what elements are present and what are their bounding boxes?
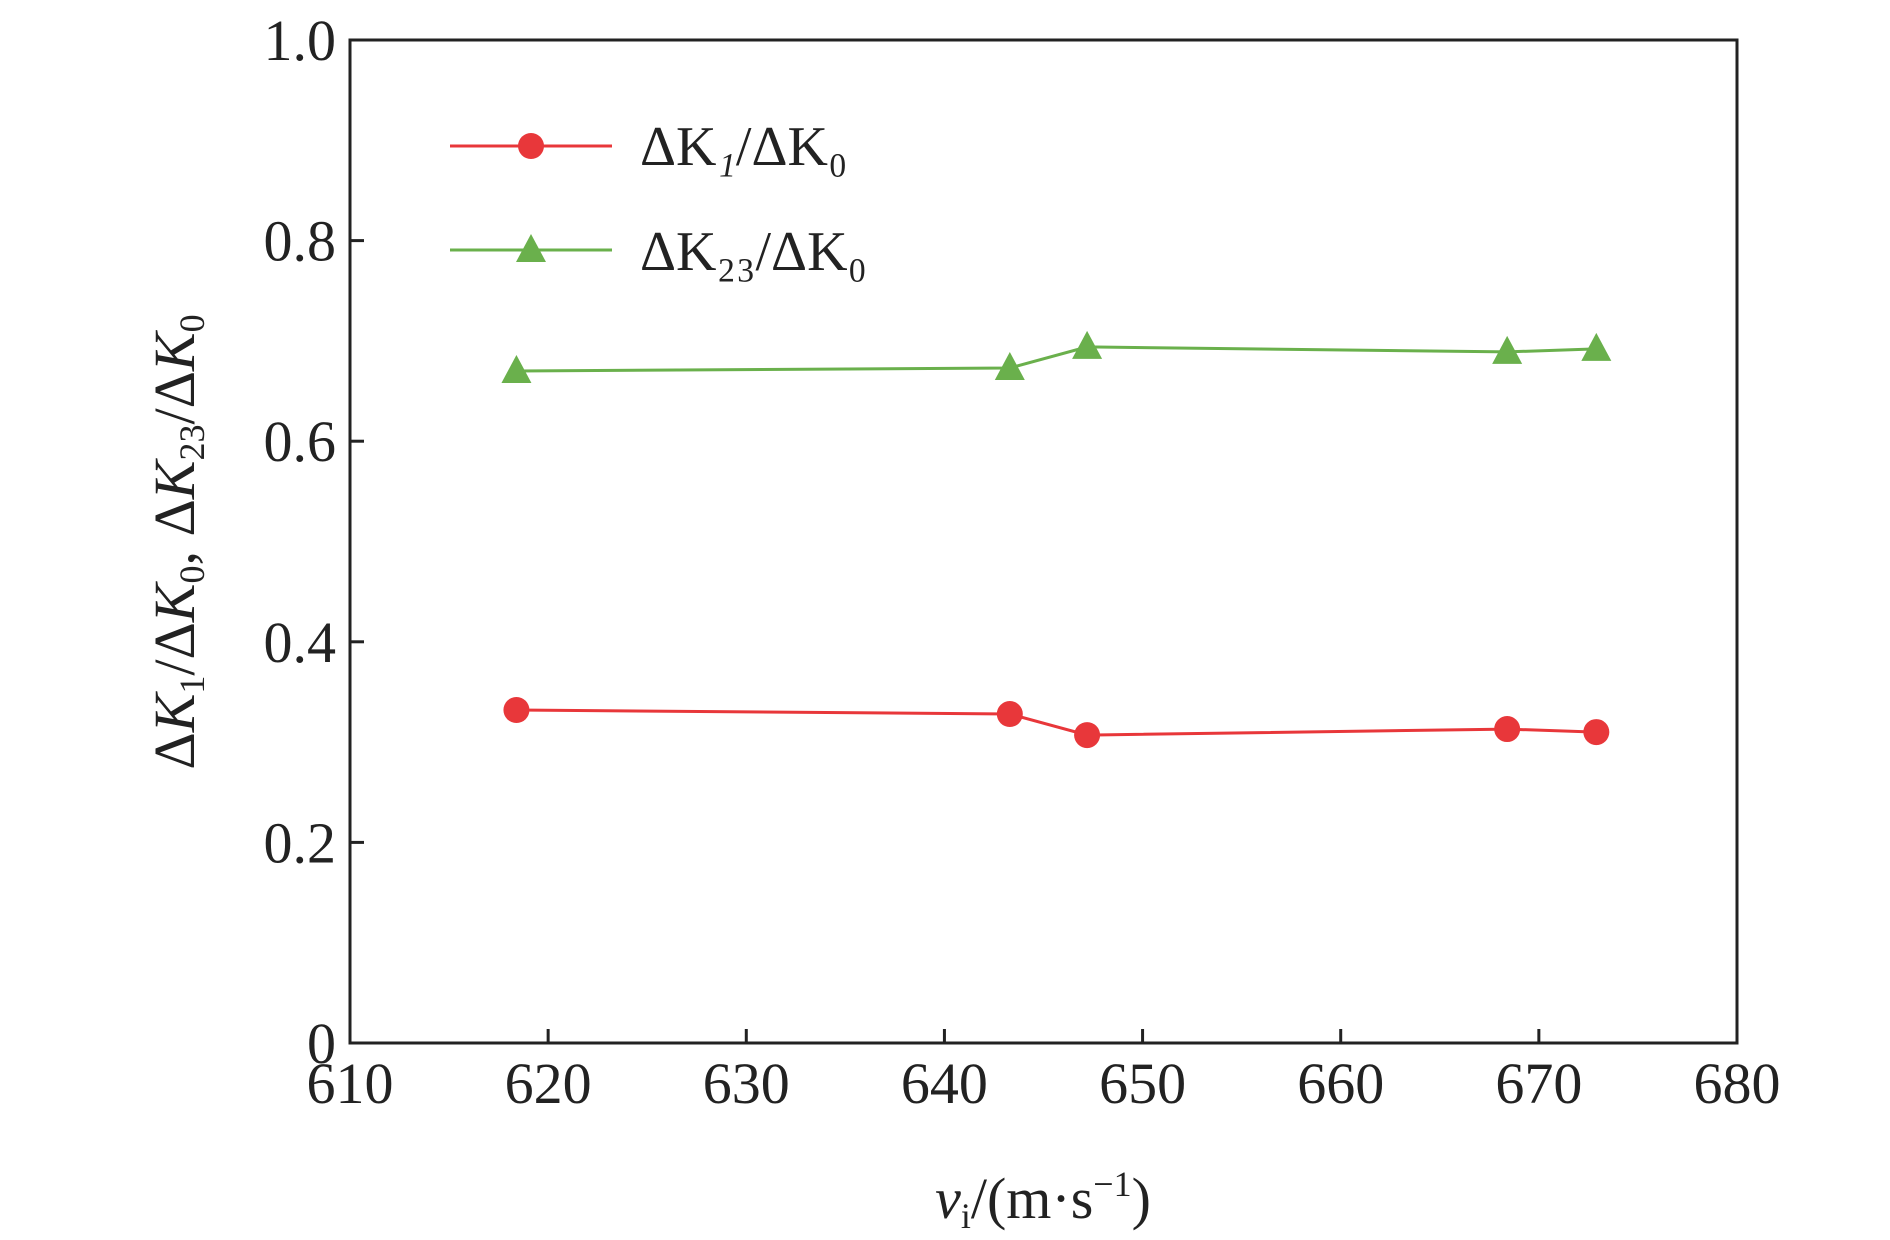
x-tick-label: 670 xyxy=(1495,1051,1582,1116)
y-tick-label: 0.8 xyxy=(264,209,337,274)
legend-marker-series-1 xyxy=(518,133,544,159)
data-point-series-1 xyxy=(996,701,1023,728)
y-tick-label: 1.0 xyxy=(264,8,337,73)
x-tick-label: 610 xyxy=(307,1051,394,1116)
legend-label-series-1: ΔK₁/ΔK₀ xyxy=(640,116,847,178)
data-point-series-1 xyxy=(1074,722,1101,749)
legend: ΔK₁/ΔK₀ ΔK₂₃/ΔK₀ xyxy=(450,116,867,283)
legend-entry-series-2: ΔK₂₃/ΔK₀ xyxy=(450,221,867,283)
x-tick-label: 660 xyxy=(1297,1051,1384,1116)
series-line-1 xyxy=(516,708,1597,737)
legend-label-series-2: ΔK₂₃/ΔK₀ xyxy=(640,221,867,283)
data-point-series-2 xyxy=(1072,330,1103,359)
data-point-series-2 xyxy=(994,351,1025,380)
series-line-2 xyxy=(516,345,1597,373)
x-tick-label: 650 xyxy=(1099,1051,1186,1116)
legend-entry-series-1: ΔK₁/ΔK₀ xyxy=(450,116,847,178)
x-tick-label: 680 xyxy=(1694,1051,1781,1116)
x-tick-label: 620 xyxy=(505,1051,592,1116)
y-tick-label: 0 xyxy=(307,1011,336,1076)
data-point-series-1 xyxy=(503,697,530,724)
series-layer xyxy=(501,330,1612,749)
legend-marker-series-2 xyxy=(516,234,546,262)
data-point-series-2 xyxy=(501,354,532,383)
y-axis-label: ΔK1/ΔK0, ΔK23/ΔK0 xyxy=(142,314,212,769)
ticks-layer: 610 620 630 640 650 660 670 680 0 0.2 0.4 0.6 0.8 1.0 xyxy=(264,8,1781,1116)
data-point-series-2 xyxy=(1581,332,1612,361)
data-point-series-1 xyxy=(1494,716,1521,743)
x-tick-label: 630 xyxy=(703,1051,790,1116)
data-point-series-2 xyxy=(1492,335,1523,364)
plot-frame xyxy=(348,38,1739,1045)
data-point-series-1 xyxy=(1583,719,1610,746)
x-tick-label: 640 xyxy=(901,1051,988,1116)
y-tick-label: 0.2 xyxy=(264,810,337,875)
y-tick-label: 0.6 xyxy=(264,409,337,474)
y-tick-label: 0.4 xyxy=(264,610,337,675)
x-axis-label: vi/(m·s−1) xyxy=(935,1164,1151,1236)
